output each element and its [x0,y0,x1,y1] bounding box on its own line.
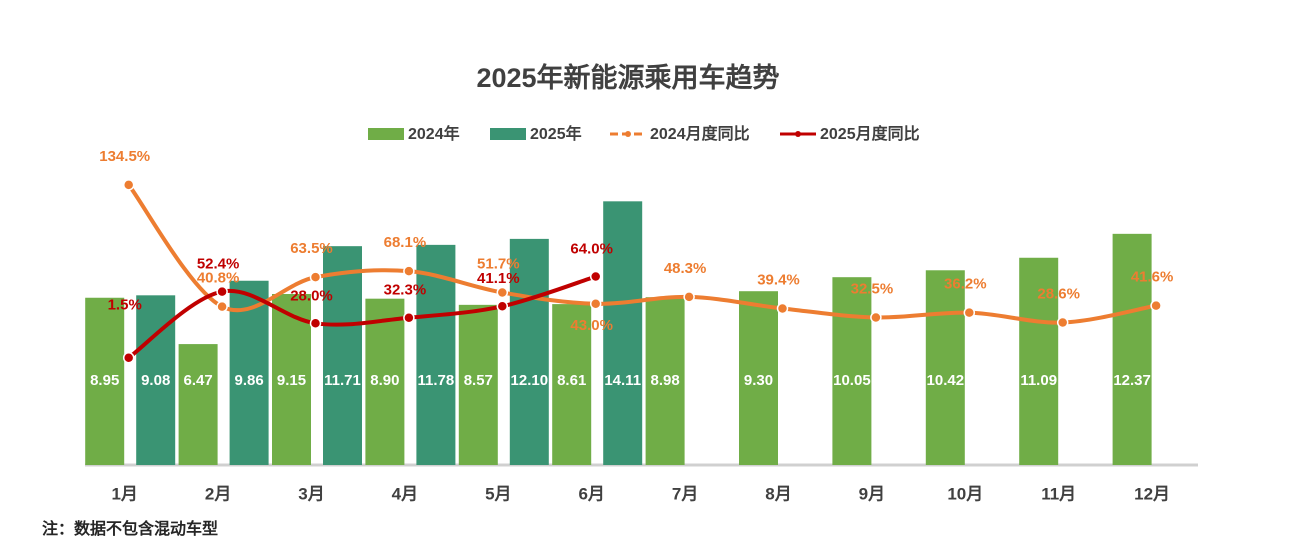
legend-swatch [625,131,631,137]
bar [1019,257,1059,465]
line-value-label: 68.1% [384,234,427,251]
bar-value-label: 8.98 [650,372,679,389]
bar-value-label: 8.90 [370,372,399,389]
legend-swatch [795,131,801,137]
line-point [309,317,322,330]
line-point [216,300,228,313]
line-point [589,298,602,310]
footnote: 注：数据不包含混动车型 [42,519,218,538]
x-tick-label: 5月 [485,484,511,503]
line-point [1150,299,1162,312]
bar-value-label: 6.47 [183,372,212,389]
line-value-label: 28.6% [1037,285,1080,302]
bar-value-label: 10.42 [927,372,965,389]
bar-value-label: 8.57 [464,372,493,389]
line-value-label: 41.1% [477,270,520,287]
bar [832,277,872,465]
line-point [216,285,228,298]
bar [323,246,362,465]
line-point [122,179,135,191]
line-value-label: 43.0% [570,317,613,334]
line-value-label: 41.6% [1131,269,1174,286]
line-point [589,270,602,283]
line-point [1056,316,1069,329]
legend-label: 2025月度同比 [820,124,920,143]
line-point [496,300,509,313]
chart-title: 2025年新能源乘用车趋势 [476,62,779,93]
bar [603,201,643,465]
line-value-label: 32.5% [851,280,894,297]
x-tick-label: 9月 [859,484,885,503]
x-tick-label: 4月 [392,484,418,503]
bar-value-label: 12.37 [1113,372,1151,389]
x-tick-label: 12月 [1134,484,1170,503]
bar [1112,233,1152,465]
line-value-label: 63.5% [290,240,333,257]
bar-value-label: 11.09 [1020,372,1057,389]
bar-value-label: 14.11 [604,372,641,389]
bar [552,304,592,465]
line-point [122,352,135,364]
bar-value-label: 9.86 [234,372,263,389]
x-tick-label: 7月 [672,484,698,503]
bar-value-label: 10.05 [833,372,871,389]
legend-label: 2024月度同比 [650,124,750,143]
bar [509,238,549,465]
x-tick-label: 3月 [298,484,324,503]
x-tick-label: 2月 [205,484,231,503]
legend-label: 2024年 [408,124,460,143]
bar-value-label: 8.95 [90,372,119,389]
line-value-label: 51.7% [477,255,520,272]
bar-value-label: 9.08 [141,372,170,389]
line-point [683,291,695,303]
bar [416,244,456,465]
x-tick-label: 6月 [578,484,604,503]
legend-swatch [368,128,404,140]
bar [645,297,685,465]
line-point [963,306,976,319]
line-value-label: 40.8% [197,270,240,287]
line-point [309,271,322,283]
x-tick-label: 8月 [765,484,791,503]
line-value-label: 36.2% [944,276,987,293]
line-point [403,265,415,277]
line-value-label: 39.4% [757,271,800,288]
x-tick-label: 11月 [1041,484,1076,503]
bar-value-label: 9.30 [744,372,773,389]
line-value-label: 48.3% [664,260,707,277]
bar [178,344,218,465]
line-point [776,302,789,315]
line-value-label: 28.0% [290,287,333,304]
line-value-label: 134.5% [99,148,150,165]
line-point [403,311,415,324]
line-value-label: 32.3% [384,282,427,299]
line-value-label: 52.4% [197,256,240,273]
line-value-label: 1.5% [108,297,142,314]
bar-value-label: 11.71 [324,372,361,389]
x-tick-label: 10月 [947,484,983,503]
bar [925,270,965,465]
x-tick-label: 1月 [111,484,137,503]
bar [85,297,125,465]
bar-value-label: 9.15 [277,372,306,389]
line-value-label: 64.0% [570,240,613,257]
legend-label: 2025年 [530,124,582,143]
line [126,274,598,360]
bar [458,304,498,465]
line-point [870,311,882,324]
line-point [496,286,509,299]
bar-value-label: 11.78 [418,372,455,389]
bar [739,291,778,465]
bar [365,298,405,465]
bar-value-label: 12.10 [511,372,549,389]
bar-value-label: 8.61 [557,372,586,389]
legend-swatch [490,128,526,140]
